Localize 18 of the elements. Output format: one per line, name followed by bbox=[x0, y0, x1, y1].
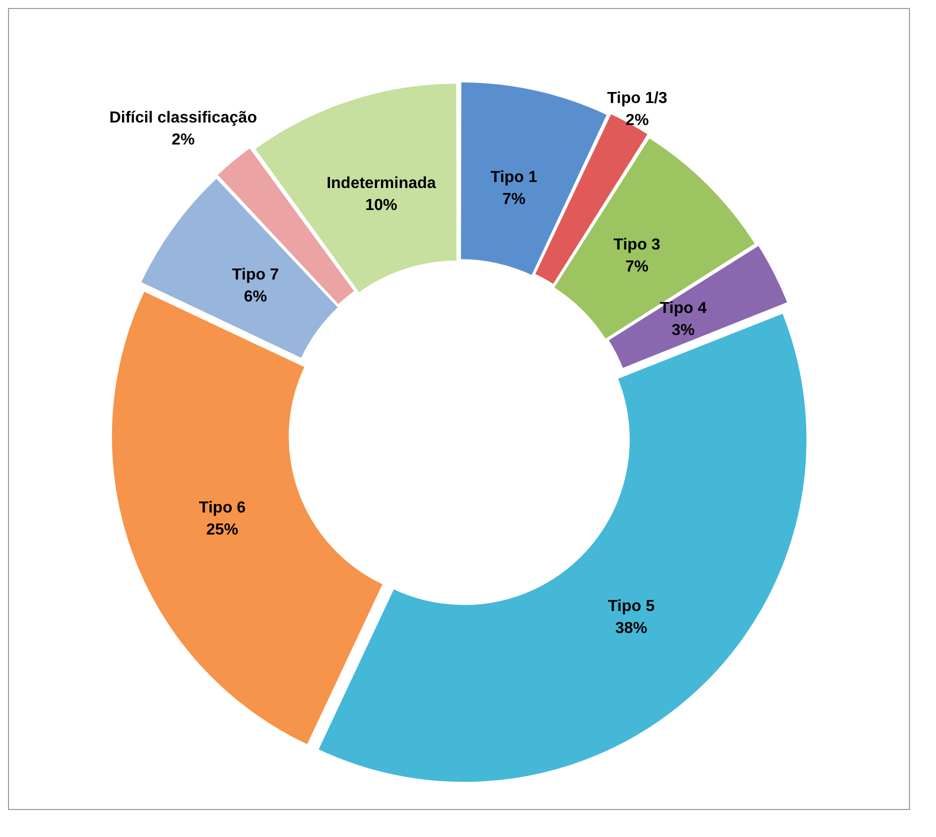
data-label: 10% bbox=[365, 197, 398, 214]
slice-label: Tipo 1 bbox=[490, 168, 538, 186]
slice-label: Difícil classificação bbox=[109, 109, 258, 126]
data-label: 2% bbox=[172, 131, 195, 148]
slice-label: Tipo 1/3 bbox=[607, 90, 668, 108]
slice-label: Indeterminada bbox=[326, 175, 436, 192]
slice-label: Tipo 4 bbox=[660, 300, 707, 318]
data-label: 7% bbox=[502, 190, 526, 208]
data-label: 7% bbox=[625, 258, 648, 276]
slice-label: Tipo 7 bbox=[232, 266, 279, 284]
data-label: 25% bbox=[206, 522, 238, 539]
data-label: 6% bbox=[244, 288, 268, 306]
slice-label: Tipo 6 bbox=[198, 500, 246, 517]
slice-label: Tipo 5 bbox=[608, 598, 655, 615]
data-label: 38% bbox=[615, 620, 648, 637]
data-label: 3% bbox=[672, 322, 695, 340]
slice-label: Tipo 3 bbox=[613, 236, 660, 254]
data-label: 2% bbox=[626, 112, 649, 130]
